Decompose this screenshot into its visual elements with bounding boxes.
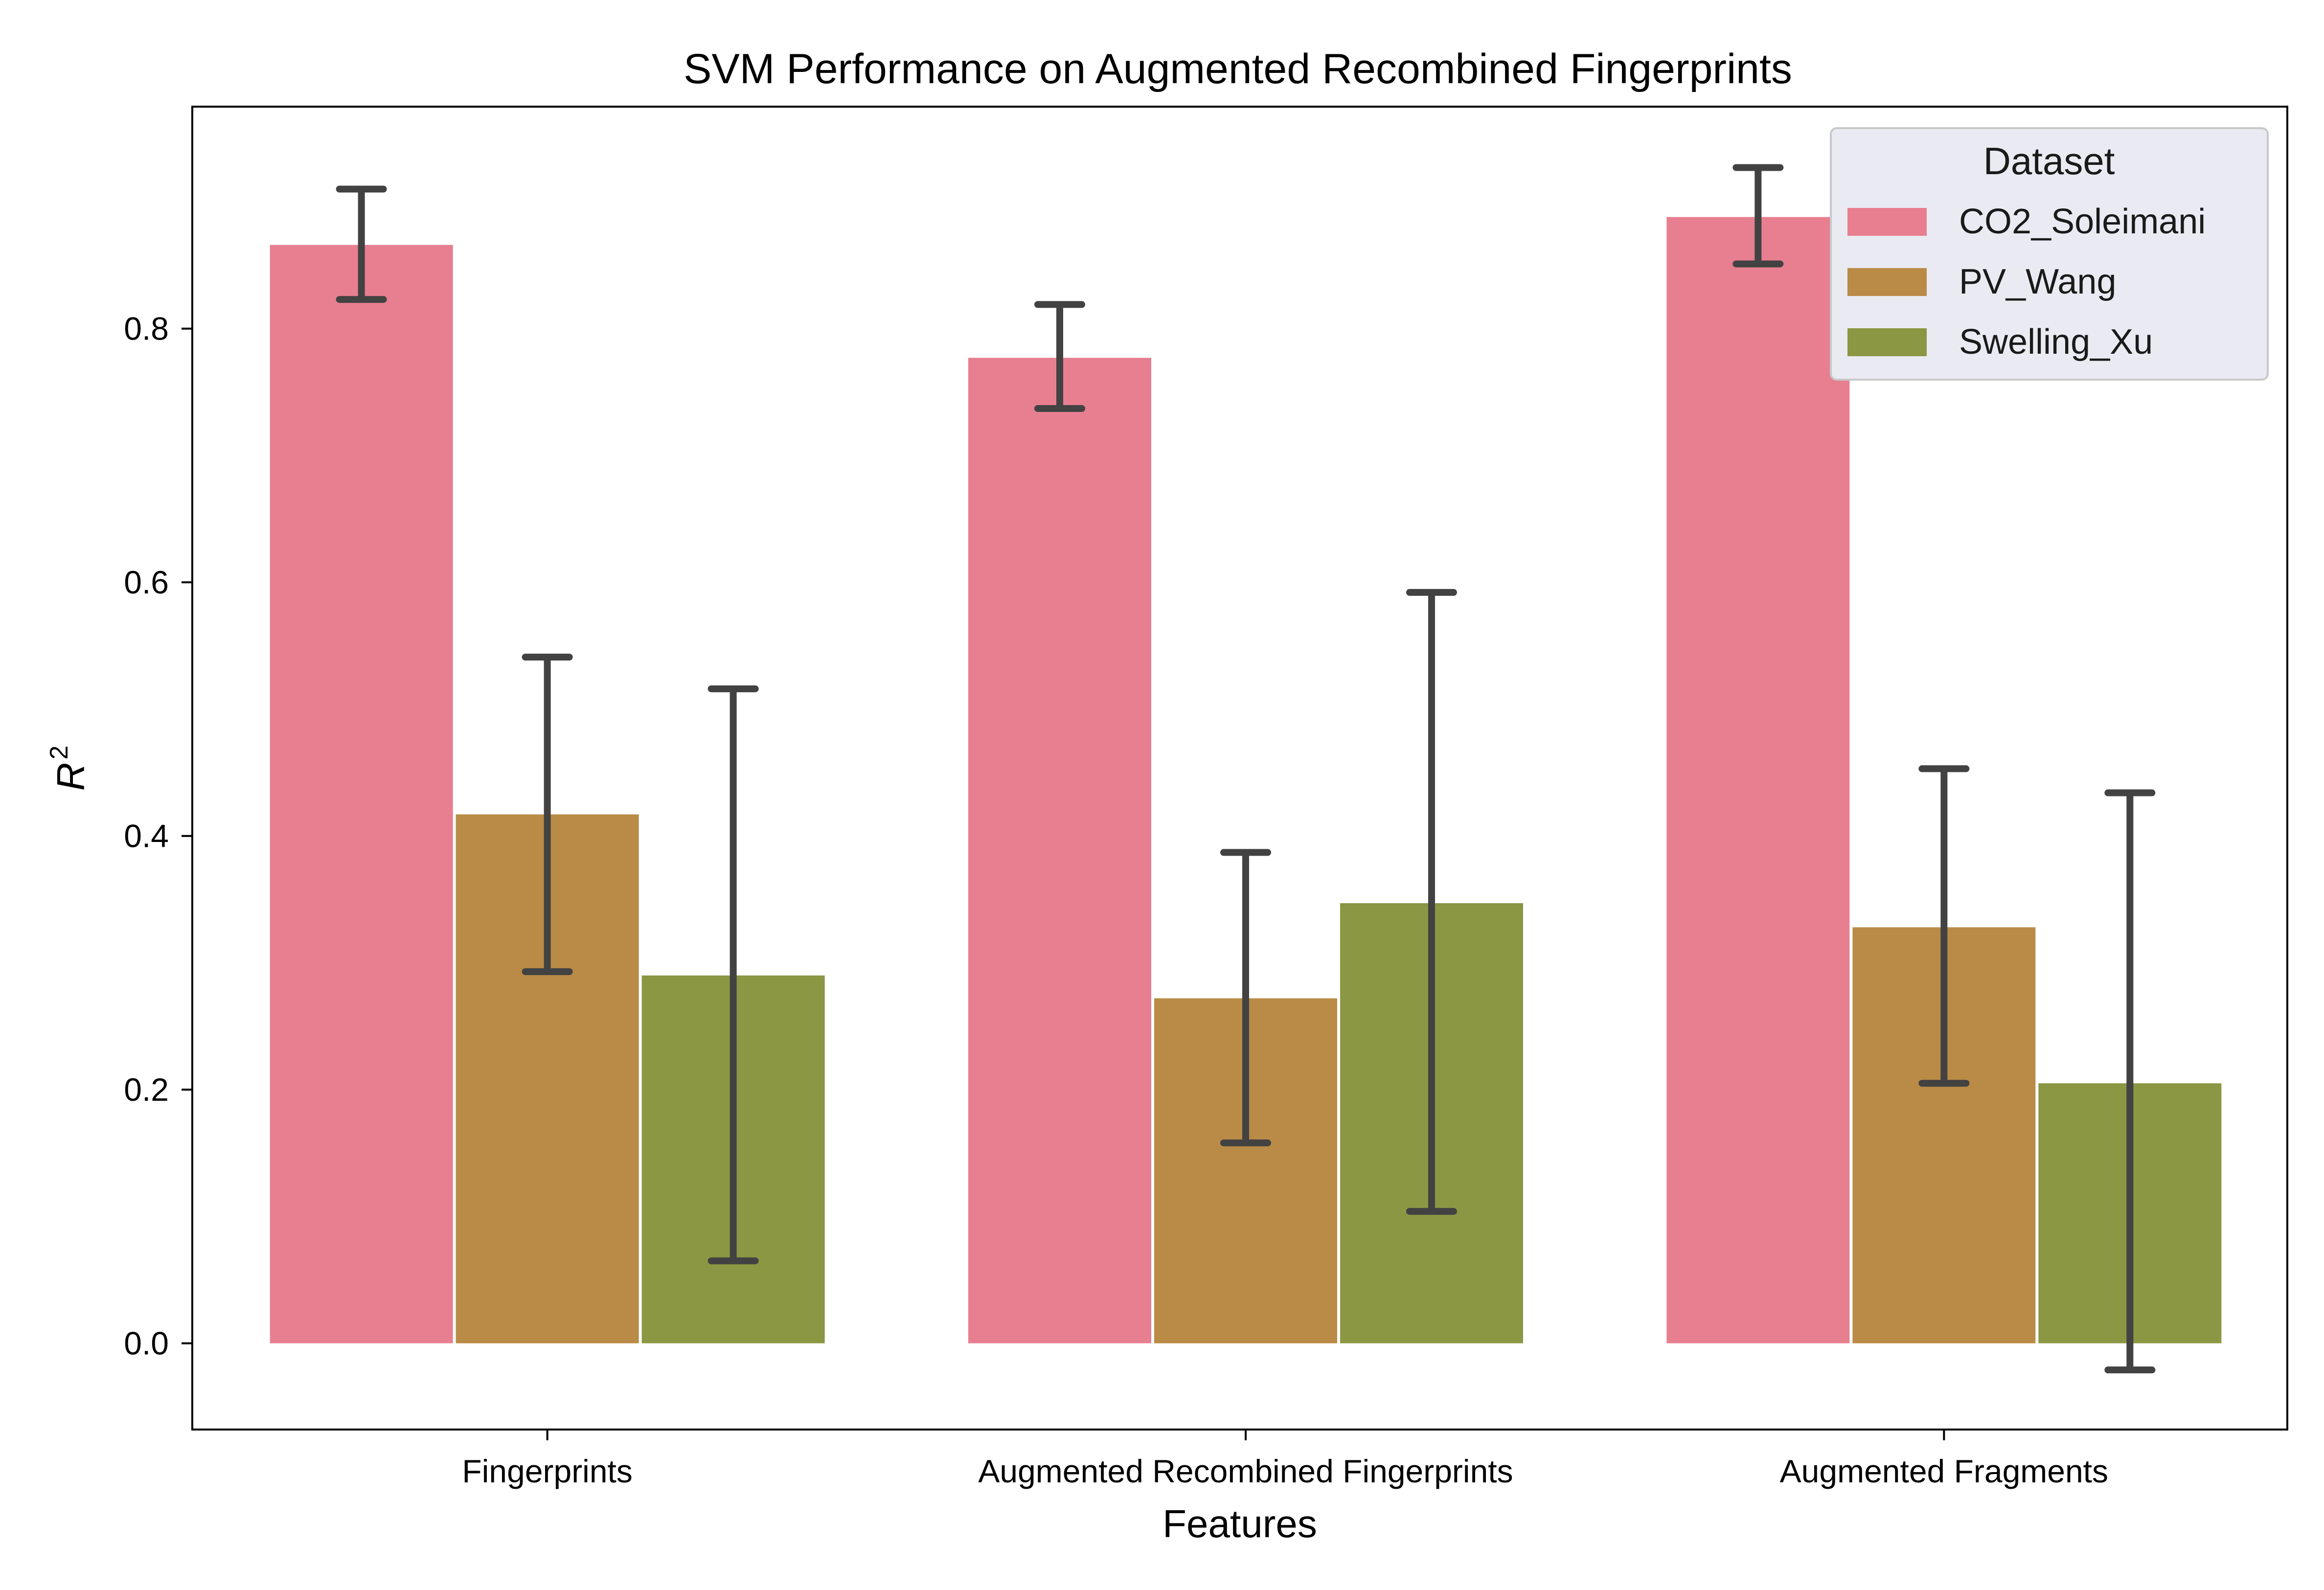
bar-CO2_Soleimani-0 [270, 245, 453, 1343]
plot-frame [191, 106, 2288, 1431]
legend-title: Dataset [1983, 139, 2115, 182]
errorbars-layer [336, 164, 2156, 1374]
x-tick-label-2: Augmented Fragments [1780, 1453, 2108, 1489]
legend: Dataset CO2_Soleimani PV_Wang Swelling_Xu [1830, 127, 2269, 381]
y-tick-label-2: 0.4 [124, 818, 169, 854]
bars-layer [270, 217, 2222, 1343]
legend-frame [1830, 127, 2269, 381]
y-axis: 0.0 0.2 0.4 0.6 0.8 [124, 311, 192, 1362]
x-tick-label-0: Fingerprints [462, 1453, 632, 1489]
legend-label-Swelling_Xu: Swelling_Xu [1959, 322, 2153, 362]
y-axis-title: R2 [45, 746, 92, 791]
y-tick-label-1: 0.2 [124, 1071, 169, 1108]
legend-label-PV_Wang: PV_Wang [1959, 262, 2117, 301]
legend-label-CO2_Soleimani: CO2_Soleimani [1959, 202, 2206, 241]
y-tick-label-3: 0.6 [124, 564, 169, 600]
x-axis: Fingerprints Augmented Recombined Fingerp… [462, 1430, 2108, 1489]
bar-CO2_Soleimani-1 [968, 358, 1151, 1343]
legend-swatch-CO2_Soleimani [1847, 208, 1927, 236]
x-axis-title: Features [1162, 1502, 1317, 1545]
legend-swatch-PV_Wang [1847, 268, 1927, 296]
y-tick-label-4: 0.8 [124, 311, 169, 347]
chart-title: SVM Performance on Augmented Recombined … [684, 45, 1792, 92]
x-tick-label-1: Augmented Recombined Fingerprints [978, 1453, 1513, 1489]
legend-swatch-Swelling_Xu [1847, 328, 1927, 356]
y-tick-label-0: 0.0 [124, 1325, 169, 1362]
y-axis-title-superscript: 2 [45, 746, 73, 760]
y-axis-title-main: R [49, 763, 92, 791]
legend-items: CO2_Soleimani PV_Wang Swelling_Xu [1847, 202, 2206, 362]
bar-CO2_Soleimani-2 [1666, 217, 1850, 1343]
